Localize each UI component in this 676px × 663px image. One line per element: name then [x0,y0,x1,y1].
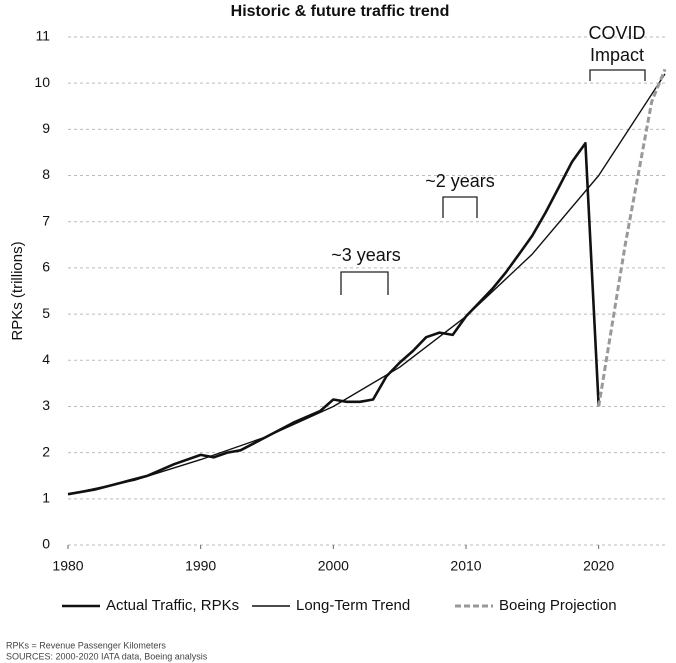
legend-label: Boeing Projection [499,597,617,614]
chart-title: Historic & future traffic trend [231,3,450,20]
bracket [340,271,389,295]
legend-label: Actual Traffic, RPKs [106,597,239,614]
y-tick-label: 1 [42,490,50,506]
y-tick-label: 0 [42,536,50,552]
annotation: ~2 years [425,171,495,191]
y-tick-label: 3 [42,397,50,413]
y-tick-label: 9 [42,120,50,136]
y-tick-label: 11 [35,28,50,44]
y-tick-label: 7 [42,212,50,228]
series-line [67,141,600,496]
y-tick-label: 8 [42,166,50,182]
footnote: RPKs = Revenue Passenger Kilometers [6,640,166,650]
x-tick-label: 2010 [450,558,481,574]
y-tick-label: 4 [42,351,50,367]
annotation: COVID [588,23,645,43]
y-tick-label: 2 [42,443,50,459]
annotation: Impact [590,45,644,65]
y-axis-label: RPKs (trillions) [9,241,26,340]
x-tick-label: 1980 [52,558,83,574]
bracket [589,69,646,81]
y-tick-label: 5 [42,305,50,321]
bracket [442,196,478,218]
y-tick-label: 10 [34,74,50,90]
x-tick-label: 2020 [583,558,614,574]
annotation: ~3 years [331,245,401,265]
series-line [597,68,667,407]
series-line [67,73,666,495]
x-tick-label: 1990 [185,558,216,574]
legend-label: Long-Term Trend [296,597,410,614]
x-tick-label: 2000 [318,558,349,574]
y-tick-label: 6 [42,259,50,275]
footnote: SOURCES: 2000-2020 IATA data, Boeing ana… [6,651,208,661]
